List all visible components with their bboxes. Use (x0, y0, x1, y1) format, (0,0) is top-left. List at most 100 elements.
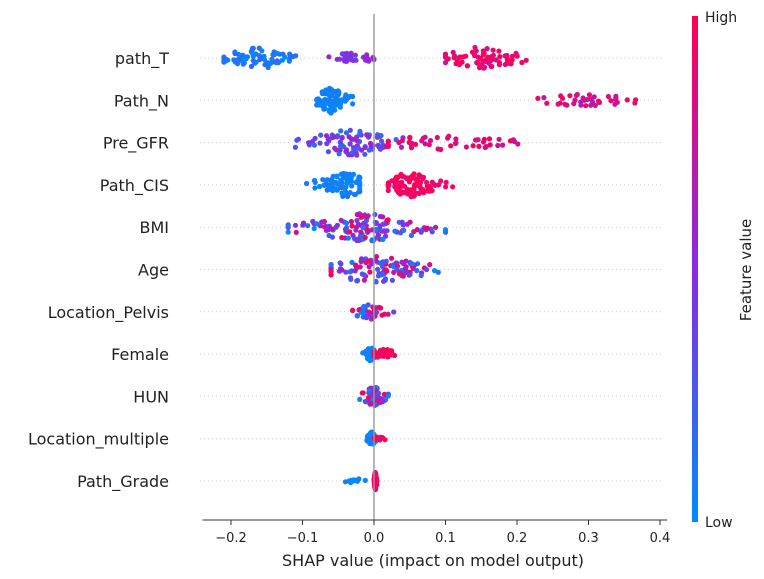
shap-point (348, 218, 354, 225)
shap-point (339, 180, 345, 186)
shap-point (240, 61, 246, 67)
shap-point (613, 95, 619, 101)
shap-point (588, 102, 594, 108)
shap-point (343, 171, 349, 177)
shap-point (586, 92, 593, 98)
shap-point (410, 173, 416, 179)
shap-point (274, 50, 280, 57)
shap-point (495, 142, 501, 149)
shap-point (401, 174, 407, 180)
shap-point (314, 221, 320, 227)
shap-point (337, 104, 343, 110)
shap-point (325, 149, 331, 155)
shap-point (379, 312, 385, 318)
shap-point (377, 213, 383, 220)
shap-point (496, 48, 502, 54)
shap-point (383, 348, 389, 354)
shap-point (481, 50, 487, 56)
shap-point (366, 388, 372, 394)
shap-point (349, 223, 355, 229)
shap-point (323, 133, 330, 139)
shap-point (404, 221, 410, 227)
shap-point (427, 262, 433, 268)
shap-point (381, 391, 387, 397)
shap-point (241, 56, 247, 62)
shap-point (365, 346, 371, 352)
shap-point (509, 53, 515, 59)
shap-point (421, 190, 427, 196)
shap-point (372, 484, 378, 490)
shap-point (422, 141, 428, 147)
shap-point (347, 229, 353, 235)
shap-point (443, 184, 449, 190)
shap-point (349, 150, 355, 156)
shap-point (435, 146, 441, 152)
shap-point (347, 269, 353, 275)
shap-point (343, 220, 350, 226)
feature-label: Path_CIS (100, 176, 169, 196)
shap-point (365, 258, 371, 264)
shap-point (253, 59, 259, 65)
shap-point (334, 222, 340, 228)
shap-point (385, 217, 391, 223)
shap-point (583, 103, 589, 109)
shap-point (349, 259, 355, 265)
shap-point (504, 60, 510, 66)
shap-point (574, 91, 580, 98)
shap-point (353, 262, 359, 268)
shap-point (359, 271, 365, 277)
shap-point (497, 54, 503, 60)
shap-point (418, 173, 424, 179)
shap-point (373, 220, 379, 226)
shap-point (612, 101, 618, 107)
shap-point (365, 353, 371, 359)
shap-point (470, 143, 476, 149)
x-axis-title: SHAP value (impact on model output) (282, 551, 584, 570)
shap-point (324, 141, 330, 147)
shap-point (391, 309, 397, 315)
shap-point (567, 93, 573, 99)
shap-point (382, 437, 388, 443)
shap-point (377, 347, 383, 353)
shap-point (523, 57, 529, 63)
shap-point (339, 267, 345, 273)
shap-point (427, 138, 434, 144)
shap-point (375, 266, 381, 272)
shap-point (376, 390, 382, 396)
shap-point (346, 190, 352, 197)
shap-point (442, 54, 449, 60)
shap-point (337, 56, 343, 62)
shap-point (422, 134, 428, 140)
shap-point (364, 52, 370, 58)
shap-point (448, 143, 454, 149)
shap-point (314, 102, 320, 108)
shap-point (380, 221, 386, 227)
shap-point (346, 174, 352, 180)
shap-point (385, 141, 391, 148)
shap-point (365, 213, 371, 219)
shap-point (349, 183, 355, 189)
shap-point (377, 436, 383, 442)
shap-point (442, 60, 449, 66)
shap-point (370, 54, 376, 61)
shap-point (367, 269, 373, 275)
shap-point (323, 227, 329, 233)
shap-point (343, 130, 349, 136)
shap-point (423, 267, 430, 273)
shap-point (464, 63, 471, 69)
shap-point (409, 140, 415, 146)
shap-point (354, 134, 360, 140)
shap-point (343, 94, 349, 101)
shap-point (235, 57, 241, 63)
shap-point (232, 50, 238, 57)
x-tick-label: 0.0 (364, 531, 385, 546)
shap-point (293, 53, 299, 59)
shap-point (326, 54, 332, 60)
shap-point (276, 59, 282, 65)
shap-point (324, 177, 330, 183)
shap-point (443, 179, 449, 185)
shap-point (377, 305, 383, 311)
shap-point (476, 143, 482, 149)
shap-point (385, 393, 391, 399)
colorbar-gradient (692, 16, 698, 522)
